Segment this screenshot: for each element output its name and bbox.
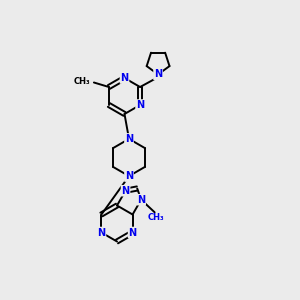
- Text: N: N: [136, 100, 144, 110]
- Text: N: N: [125, 134, 133, 144]
- Text: N: N: [128, 227, 137, 238]
- Text: CH₃: CH₃: [148, 213, 164, 222]
- Text: N: N: [125, 171, 133, 181]
- Text: N: N: [154, 69, 162, 80]
- Text: N: N: [97, 227, 106, 238]
- Text: CH₃: CH₃: [74, 76, 90, 85]
- Text: N: N: [122, 186, 130, 196]
- Text: N: N: [120, 73, 129, 83]
- Text: N: N: [137, 195, 145, 205]
